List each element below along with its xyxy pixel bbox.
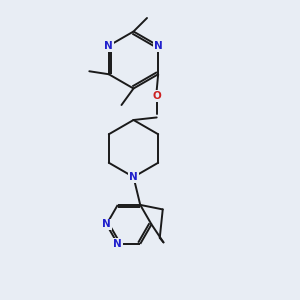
Text: N: N — [102, 219, 111, 230]
Text: N: N — [154, 41, 163, 51]
Text: O: O — [152, 91, 161, 101]
Text: N: N — [113, 239, 122, 249]
Text: N: N — [129, 172, 138, 182]
Text: N: N — [104, 41, 113, 51]
